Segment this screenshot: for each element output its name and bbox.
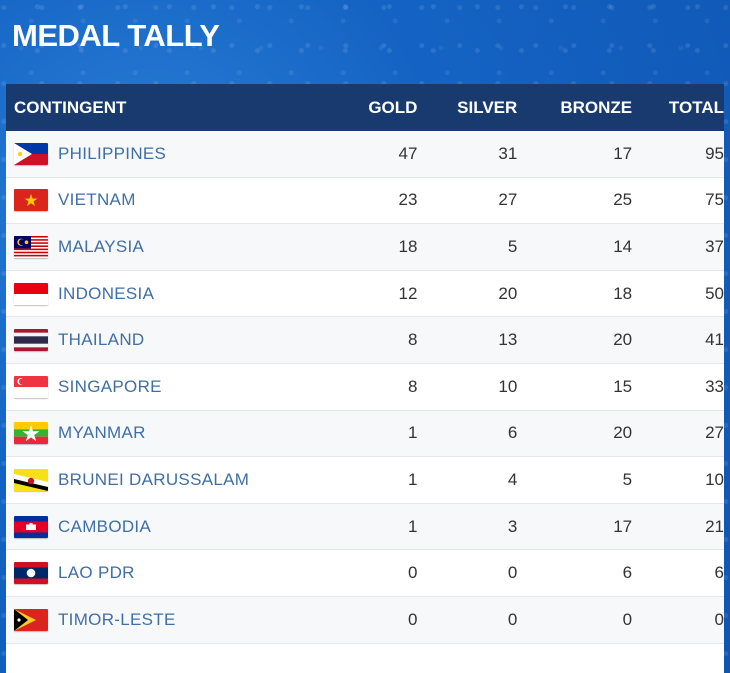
table-row: INDONESIA 12 20 18 50 (6, 271, 724, 318)
header-bronze: BRONZE (560, 97, 633, 117)
bronze-count: 15 (613, 376, 633, 396)
contingent-cell: MALAYSIA (6, 235, 314, 258)
total-count: 0 (714, 609, 725, 629)
country-link[interactable]: MYANMAR (58, 423, 146, 443)
bronze-count: 20 (613, 423, 633, 443)
silver-count: 5 (507, 236, 518, 256)
silver-count: 13 (498, 330, 518, 350)
table-row: LAO PDR 0 0 6 6 (6, 550, 724, 597)
singapore-flag-icon (14, 375, 48, 398)
contingent-cell: TIMOR-LESTE (6, 608, 314, 631)
gold-count: 18 (398, 236, 418, 256)
bronze-count: 0 (622, 609, 633, 629)
table-row: CAMBODIA 1 3 17 21 (6, 503, 725, 551)
gold-count: 8 (407, 330, 418, 350)
table-body: PHILIPPINES 47 31 17 95 VIETNAM 23 27 25 75 MALAYS… (6, 131, 724, 644)
total-count: 6 (714, 563, 725, 583)
country-link[interactable]: THAILAND (58, 330, 145, 350)
contingent-cell: INDONESIA (6, 282, 314, 305)
silver-count: 3 (507, 516, 518, 536)
country-link[interactable]: MALAYSIA (58, 236, 145, 256)
silver-count: 0 (507, 609, 518, 629)
header-contingent: CONTINGENT (14, 97, 127, 117)
table-row: MALAYSIA 18 5 14 37 (6, 224, 724, 271)
country-link[interactable]: TIMOR-LESTE (58, 609, 176, 629)
medal-table: CONTINGENT GOLD SILVER BRONZE TOTAL PHIL… (6, 84, 724, 673)
contingent-cell: LAO PDR (6, 562, 314, 585)
gold-count: 0 (407, 563, 418, 583)
header-total: TOTAL (668, 97, 725, 117)
total-count: 95 (705, 143, 725, 163)
brunei-flag-icon (14, 468, 48, 491)
malaysia-flag-icon (14, 235, 48, 258)
table-row: SINGAPORE 8 10 15 33 (6, 364, 724, 411)
table-row: VIETNAM 23 27 25 75 (6, 178, 724, 225)
bronze-count: 6 (622, 563, 633, 583)
table-header: CONTINGENT GOLD SILVER BRONZE TOTAL (6, 84, 724, 131)
contingent-cell: SINGAPORE (6, 375, 314, 398)
country-link[interactable]: VIETNAM (58, 190, 136, 210)
total-count: 27 (705, 423, 725, 443)
gold-count: 0 (407, 609, 418, 629)
silver-count: 27 (498, 190, 518, 210)
country-link[interactable]: BRUNEI DARUSSALAM (58, 469, 250, 489)
laos-flag-icon (14, 562, 48, 585)
bronze-count: 20 (613, 330, 633, 350)
gold-count: 1 (407, 423, 418, 443)
philippines-flag-icon (14, 142, 48, 165)
page-title: MEDAL TALLY (12, 18, 220, 53)
thailand-flag-icon (14, 329, 48, 352)
bronze-count: 5 (622, 469, 633, 489)
silver-count: 4 (507, 469, 518, 489)
contingent-cell: PHILIPPINES (6, 142, 314, 165)
country-link[interactable]: CAMBODIA (58, 516, 152, 536)
silver-count: 6 (507, 423, 518, 443)
vietnam-flag-icon (14, 189, 48, 212)
bronze-count: 17 (613, 143, 633, 163)
total-count: 21 (705, 516, 725, 536)
total-count: 33 (705, 376, 725, 396)
cambodia-flag-icon (14, 515, 48, 538)
silver-count: 10 (498, 376, 518, 396)
bronze-count: 18 (613, 283, 633, 303)
table-row: TIMOR-LESTE 0 0 0 0 (6, 596, 725, 644)
total-count: 75 (705, 190, 725, 210)
table-row: PHILIPPINES 47 31 17 95 (6, 131, 724, 178)
timor-leste-flag-icon (14, 608, 48, 631)
gold-count: 23 (398, 190, 418, 210)
silver-count: 0 (507, 563, 518, 583)
gold-count: 8 (407, 376, 418, 396)
indonesia-flag-icon (14, 282, 48, 305)
country-link[interactable]: INDONESIA (58, 283, 155, 303)
country-link[interactable]: LAO PDR (58, 563, 135, 583)
total-count: 50 (705, 283, 725, 303)
gold-count: 12 (398, 283, 418, 303)
bronze-count: 14 (613, 236, 633, 256)
total-count: 41 (705, 330, 725, 350)
table-row: THAILAND 8 13 20 41 (6, 317, 724, 364)
contingent-cell: THAILAND (6, 329, 314, 352)
gold-count: 47 (398, 143, 418, 163)
myanmar-flag-icon (14, 422, 48, 445)
contingent-cell: VIETNAM (6, 189, 314, 212)
total-count: 37 (705, 236, 725, 256)
country-link[interactable]: PHILIPPINES (58, 143, 167, 163)
silver-count: 31 (498, 143, 518, 163)
silver-count: 20 (498, 283, 518, 303)
bronze-count: 25 (613, 190, 633, 210)
contingent-cell: MYANMAR (6, 422, 314, 445)
header-silver: SILVER (457, 97, 518, 117)
table-row: MYANMAR 1 6 20 27 (6, 410, 725, 458)
header-gold: GOLD (368, 97, 418, 117)
total-count: 10 (705, 469, 725, 489)
table-row: BRUNEI DARUSSALAM 1 4 5 10 (6, 457, 724, 504)
bronze-count: 17 (613, 516, 633, 536)
contingent-cell: CAMBODIA (6, 515, 314, 538)
gold-count: 1 (407, 469, 418, 489)
contingent-cell: BRUNEI DARUSSALAM (6, 468, 314, 491)
country-link[interactable]: SINGAPORE (58, 376, 162, 396)
gold-count: 1 (407, 516, 418, 536)
